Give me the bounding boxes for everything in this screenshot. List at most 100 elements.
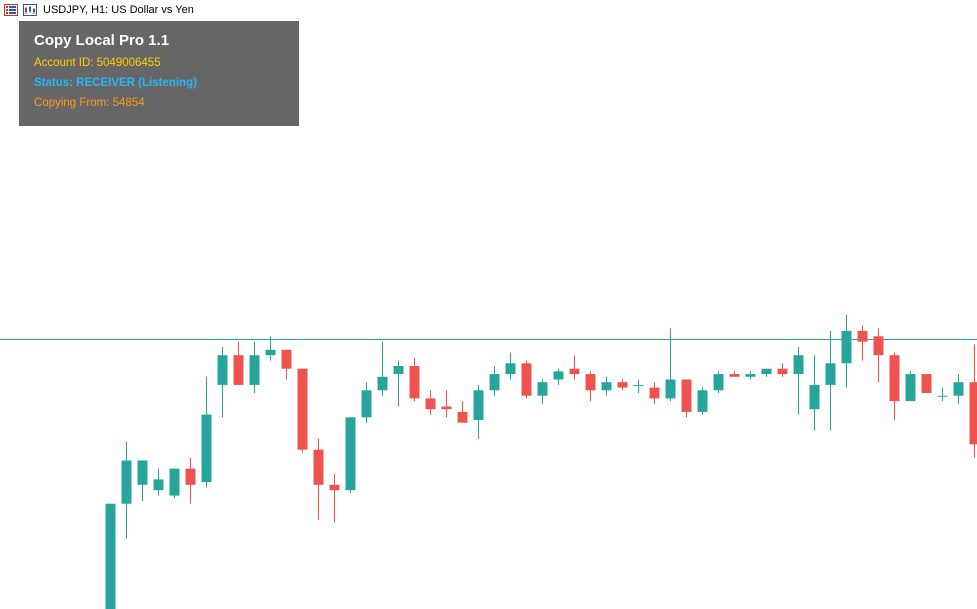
candle [233, 341, 244, 385]
bull-candle-body [601, 382, 612, 391]
bear-candle-body [441, 406, 452, 410]
bear-candle-body [297, 368, 308, 450]
bull-candle-body [169, 468, 180, 496]
bull-candle-body [953, 382, 964, 396]
bull-candle-body [217, 355, 228, 385]
candle [937, 387, 948, 402]
bull-candle-body [697, 390, 708, 412]
candle [313, 438, 324, 520]
bear-candle-body [873, 336, 884, 356]
bear-candle-body [185, 468, 196, 485]
bear-candle-body [425, 398, 436, 410]
bull-candle-body [137, 460, 148, 485]
bull-candle-body [537, 382, 548, 396]
candle [841, 314, 852, 388]
bear-candle-body [569, 368, 580, 375]
candle [729, 371, 740, 377]
candle [377, 341, 388, 396]
candle [281, 349, 292, 380]
candle [217, 347, 228, 418]
candle [441, 390, 452, 418]
chart-window-icon[interactable] [22, 2, 38, 18]
bull-candle-body [633, 384, 644, 386]
ea-info-panel: Copy Local Pro 1.1 Account ID: 504900645… [19, 21, 299, 126]
symbol-title: USDJPY, H1: US Dollar vs Yen [43, 4, 194, 16]
candle [153, 468, 164, 496]
candle [713, 371, 724, 393]
bear-candle-body [585, 374, 596, 391]
chart-title-bar: USDJPY, H1: US Dollar vs Yen [0, 0, 194, 20]
bear-candle-body [617, 382, 628, 388]
bull-candle-body [105, 503, 116, 609]
bull-candle-body [361, 390, 372, 418]
candle [905, 371, 916, 402]
candle [953, 374, 964, 404]
bear-candle-body [681, 379, 692, 412]
bear-candle-body [969, 382, 977, 445]
bull-candle-body [841, 330, 852, 364]
candle [185, 457, 196, 504]
bear-candle-body [729, 374, 740, 377]
bull-candle-body [153, 479, 164, 491]
candle [393, 360, 404, 407]
candle [537, 379, 548, 404]
candle [137, 460, 148, 501]
bear-candle-body [233, 355, 244, 385]
bull-candle-body [553, 371, 564, 380]
candle [889, 352, 900, 420]
bear-candle-body [409, 366, 420, 399]
candle [761, 368, 772, 377]
bull-candle-body [937, 395, 948, 397]
bull-candle-body [377, 376, 388, 391]
bull-candle-body [713, 374, 724, 391]
candle [921, 374, 932, 393]
bull-candle-body [905, 374, 916, 402]
candle [665, 328, 676, 402]
bull-candle-body [665, 379, 676, 399]
bear-candle-body [921, 374, 932, 393]
bull-candle-body [505, 363, 516, 375]
candle [505, 352, 516, 380]
candle [201, 376, 212, 488]
candle [633, 379, 644, 393]
candle [297, 368, 308, 453]
bull-candle-body [393, 366, 404, 375]
candle [265, 336, 276, 361]
account-id-text: Account ID: 5049006455 [34, 57, 161, 69]
bull-candle-body [745, 374, 756, 377]
bear-candle-body [649, 387, 660, 399]
panel-title: Copy Local Pro 1.1 [34, 32, 170, 49]
candle [569, 355, 580, 380]
candle [681, 379, 692, 418]
candle [969, 344, 977, 458]
candle [873, 328, 884, 383]
candle [457, 401, 468, 423]
bull-candle-body [201, 414, 212, 483]
bull-candle-body [809, 384, 820, 410]
bull-candle-body [761, 368, 772, 375]
candle [857, 325, 868, 361]
candle [425, 390, 436, 415]
candle [697, 387, 708, 415]
status-text: Status: RECEIVER (Listening) [34, 77, 197, 89]
candle [521, 360, 532, 399]
candle [809, 355, 820, 431]
bull-candle-body [473, 390, 484, 420]
bear-candle-body [329, 484, 340, 491]
bear-candle-body [521, 363, 532, 396]
candle [169, 468, 180, 499]
candle [345, 417, 356, 493]
bear-candle-body [889, 355, 900, 402]
bear-candle-body [457, 411, 468, 423]
candle [825, 330, 836, 431]
candle [249, 341, 260, 393]
bear-candle-body [857, 330, 868, 342]
copying-from-text: Copying From: 54854 [34, 97, 145, 109]
candle [473, 384, 484, 439]
bull-candle-body [249, 355, 260, 385]
bear-candle-body [777, 368, 788, 375]
list-menu-icon[interactable] [3, 2, 19, 18]
bull-candle-body [825, 363, 836, 385]
